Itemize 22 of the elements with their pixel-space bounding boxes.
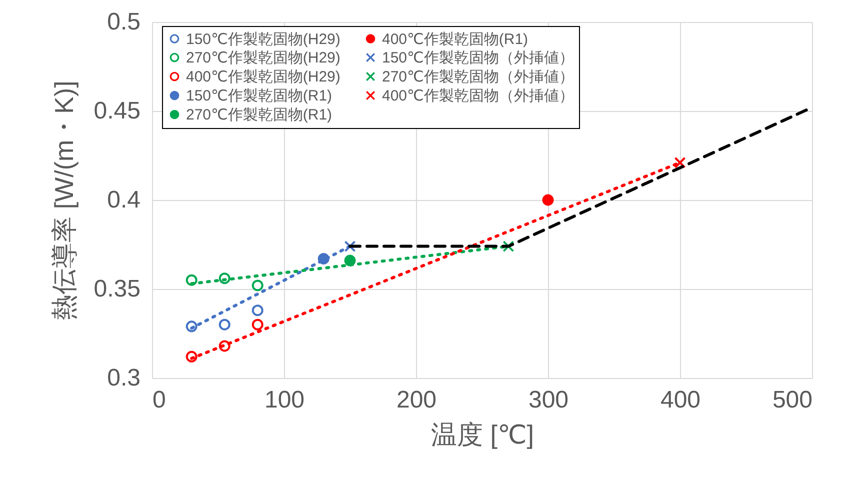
legend-label: 400℃作製乾固物(R1) (382, 30, 528, 48)
legend-label: 150℃作製乾固物(R1) (186, 88, 332, 104)
legend-label: 400℃作製乾固物(H29) (186, 68, 340, 86)
y-tick-label: 0.45 (94, 98, 140, 124)
legend-label: 270℃作製乾固物(R1) (186, 106, 332, 124)
legend-label: 400℃作製乾固物（外挿値） (382, 88, 574, 104)
legend-label: 270℃作製乾固物（外挿値） (382, 68, 574, 86)
x-tick-label: 0 (152, 386, 166, 414)
legend-label: 270℃作製乾固物(H29) (186, 50, 340, 66)
y-axis-title: 熱伝導率 [W/(m・K)] (48, 80, 79, 320)
y-tick-label: 0.35 (94, 276, 140, 302)
y-tick-label: 0.4 (107, 186, 140, 214)
x-axis-title: 温度 [℃] (431, 420, 534, 450)
y-tick-label: 0.3 (107, 364, 140, 392)
x-tick-label: 200 (396, 386, 437, 414)
legend-label: 150℃作製乾固物(H29) (186, 30, 340, 48)
x-tick-label: 500 (772, 386, 812, 414)
x-tick-label: 400 (660, 386, 701, 414)
x-tick-label: 300 (528, 386, 569, 414)
legend-label: 150℃作製乾固物（外挿値） (382, 50, 574, 66)
x-tick-label: 100 (264, 386, 305, 414)
y-tick-label: 0.5 (107, 8, 140, 36)
